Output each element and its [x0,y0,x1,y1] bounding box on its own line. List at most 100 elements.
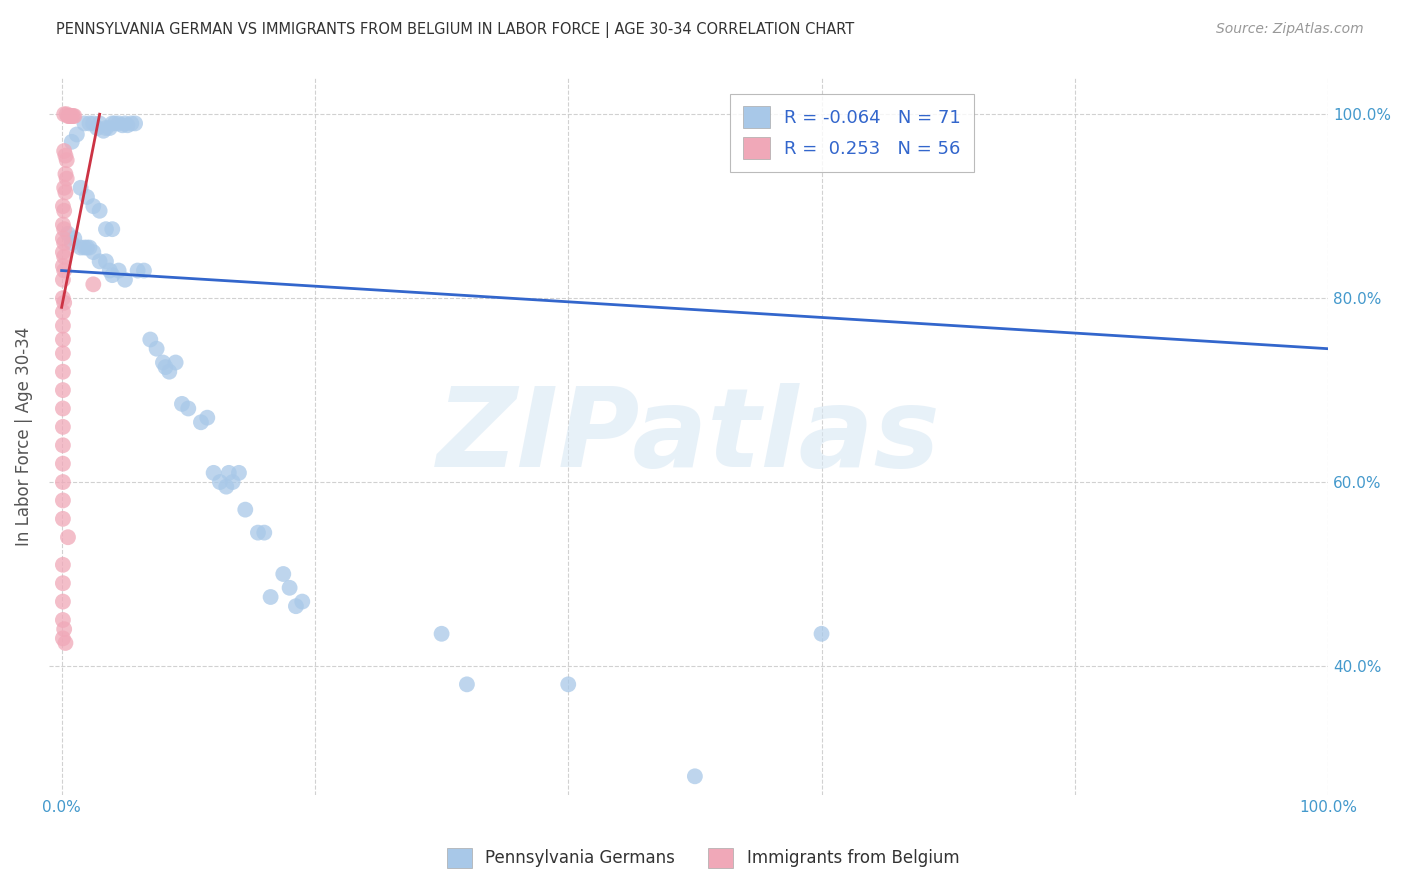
Point [218,466,240,480]
Point [208,475,231,489]
Point [53,222,76,236]
Point [114,116,136,130]
Point [246,525,269,540]
Point [52,558,75,572]
Point [52,401,75,416]
Point [52,420,75,434]
Point [52,383,75,397]
Point [79,241,101,255]
Point [557,677,579,691]
Point [271,567,294,582]
Point [53,144,76,158]
Point [52,245,75,260]
Point [52,493,75,508]
Point [155,360,177,375]
Point [145,342,167,356]
Point [52,305,75,319]
Point [139,333,162,347]
Point [52,594,75,608]
Point [52,613,75,627]
Point [62,109,84,123]
Point [101,268,124,282]
Point [284,599,307,614]
Point [60,235,83,250]
Point [76,241,98,255]
Point [69,241,91,255]
Point [221,475,243,489]
Point [53,235,76,250]
Point [53,107,76,121]
Point [456,677,478,691]
Point [56,530,79,544]
Point [170,397,193,411]
Y-axis label: In Labor Force | Age 30-34: In Labor Force | Age 30-34 [15,326,32,546]
Point [55,186,77,200]
Point [76,190,98,204]
Point [52,218,75,232]
Point [63,231,86,245]
Point [94,121,117,136]
Point [107,263,129,277]
Point [114,273,136,287]
Point [63,109,86,123]
Point [52,632,75,646]
Point [52,231,75,245]
Point [278,581,301,595]
Point [86,121,108,136]
Point [53,295,76,310]
Point [165,355,187,369]
Point [82,199,104,213]
Point [59,109,82,123]
Point [430,627,453,641]
Point [69,181,91,195]
Point [253,525,276,540]
Point [94,254,117,268]
Point [89,254,111,268]
Point [101,222,124,236]
Point [73,116,96,130]
Legend: Pennsylvania Germans, Immigrants from Belgium: Pennsylvania Germans, Immigrants from Be… [440,841,966,875]
Point [58,109,80,123]
Point [93,124,115,138]
Point [82,116,104,130]
Point [55,636,77,650]
Point [52,259,75,273]
Point [56,109,79,123]
Point [195,410,218,425]
Point [52,576,75,591]
Point [94,222,117,236]
Point [101,116,124,130]
Point [202,466,225,480]
Point [53,250,76,264]
Point [107,116,129,130]
Point [98,263,121,277]
Legend: R = -0.064   N = 71, R =  0.253   N = 56: R = -0.064 N = 71, R = 0.253 N = 56 [730,94,974,172]
Point [228,466,250,480]
Point [53,263,76,277]
Point [89,203,111,218]
Point [52,199,75,213]
Point [111,118,134,132]
Point [810,627,832,641]
Point [52,457,75,471]
Point [52,365,75,379]
Point [53,181,76,195]
Point [124,116,146,130]
Point [52,346,75,360]
Point [52,438,75,452]
Point [82,245,104,260]
Point [52,318,75,333]
Point [157,365,180,379]
Point [259,590,281,604]
Point [55,148,77,162]
Point [60,135,83,149]
Point [683,769,706,783]
Point [152,355,174,369]
Point [53,203,76,218]
Point [190,415,212,429]
Point [55,153,77,168]
Point [55,107,77,121]
Point [52,291,75,305]
Point [82,277,104,292]
Point [52,273,75,287]
